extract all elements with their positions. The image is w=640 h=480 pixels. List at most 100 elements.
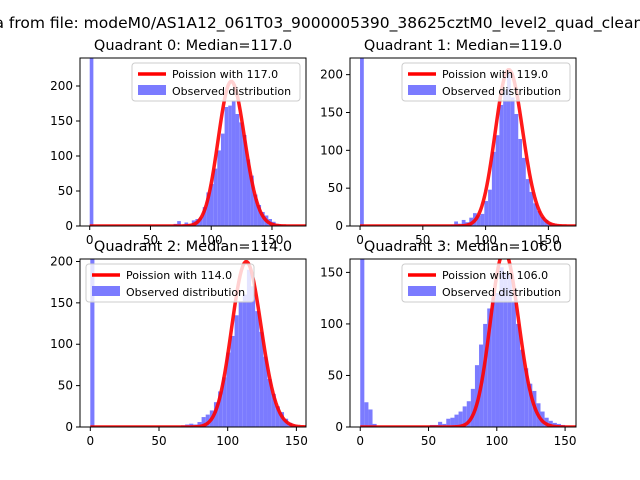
histogram-bar (255, 311, 260, 427)
histogram-bar (474, 365, 480, 427)
plot-area (359, 58, 576, 226)
x-tick-label: 0 (356, 434, 364, 448)
histogram-bar (487, 308, 492, 427)
histogram-bar (275, 406, 280, 427)
histogram-bar (499, 104, 504, 226)
legend-poisson-label: Poission with 114.0 (126, 269, 232, 282)
histogram-bar (250, 175, 254, 226)
histogram-bar (470, 388, 475, 427)
subplot-title: Quadrant 2: Median=114.0 (94, 239, 292, 255)
x-tick-label: 150 (261, 233, 284, 247)
x-tick-label: 150 (285, 434, 308, 448)
histogram-bar (197, 422, 202, 427)
histogram-bar (202, 207, 207, 226)
histogram-bar (177, 221, 181, 226)
legend-box (401, 263, 571, 303)
histogram-bar (476, 215, 481, 226)
y-tick-label: 50 (58, 379, 73, 393)
histogram-bar (242, 135, 247, 226)
histogram-bar (491, 298, 496, 427)
histogram-bar (515, 323, 521, 427)
legend-observed-swatch (92, 286, 120, 296)
histogram-bar (246, 159, 251, 226)
y-tick-label: 100 (320, 317, 343, 331)
x-tick-label: 150 (537, 233, 560, 247)
histogram-bar (90, 259, 95, 427)
legend-observed-label: Observed distribution (126, 286, 245, 299)
y-tick-label: 150 (320, 265, 343, 279)
histogram-bar (483, 323, 488, 427)
histogram-bar (458, 411, 463, 427)
y-tick-label: 100 (50, 149, 73, 163)
subplot-quadrant-0: Quadrant 0: Median=117.0 0 50 100 150 0 50 100 1… (50, 38, 307, 247)
histogram-bar (548, 420, 553, 427)
y-tick-label: 0 (65, 420, 73, 434)
histogram-bar (231, 101, 236, 226)
histogram-bar (461, 219, 466, 226)
legend: Poission with 114.0 Observed distribution (85, 263, 255, 303)
legend-observed-label: Observed distribution (442, 286, 561, 299)
subplot-quadrant-2: Quadrant 2: Median=114.0 0 50 100 150 0 50 100 1… (50, 239, 308, 448)
histogram-bar (213, 168, 218, 226)
histogram-bar (364, 402, 369, 427)
axes-frame (79, 57, 307, 227)
histogram-bar (226, 352, 231, 427)
histogram-bar (454, 221, 458, 226)
x-tick-label: 50 (421, 434, 436, 448)
histogram-bar (506, 73, 511, 226)
y-tick-label: 0 (335, 219, 343, 233)
subplot-quadrant-1: Quadrant 1: Median=119.0 0 50 100 150 0 50 100 1… (320, 38, 577, 247)
legend-box (85, 263, 255, 303)
histogram-bar (259, 331, 264, 427)
histogram-bar (510, 97, 515, 226)
subplot-quadrant-3: Quadrant 3: Median=106.0 0 50 100 150 0 50 100 1… (320, 239, 576, 448)
axes-frame (349, 57, 577, 227)
legend-observed-label: Observed distribution (172, 85, 291, 98)
y-tick-label: 0 (65, 219, 73, 233)
y-tick-label: 200 (50, 79, 73, 93)
y-tick-label: 100 (50, 337, 73, 351)
histogram-bar (495, 293, 500, 427)
histogram-bar (228, 105, 232, 226)
y-tick-label: 200 (320, 68, 343, 82)
y-tick-label: 150 (320, 105, 343, 119)
histogram-bar (446, 418, 451, 427)
histogram-bar (511, 301, 516, 427)
histogram-bar (251, 286, 256, 427)
subplot-grid: Quadrant 0: Median=117.0 0 50 100 150 0 50 100 1… (50, 38, 576, 448)
histogram-bar (263, 356, 268, 427)
histogram-bar (450, 417, 455, 427)
histogram-bar (238, 301, 243, 427)
histogram-bar (360, 58, 364, 226)
histogram-bar (222, 377, 227, 427)
histogram-bar (213, 402, 219, 427)
y-tick-label: 100 (320, 143, 343, 157)
x-tick-label: 50 (143, 233, 158, 247)
histogram-bar (89, 58, 94, 226)
histogram-bar (507, 274, 512, 427)
histogram-bar (239, 122, 243, 226)
legend-observed-swatch (408, 286, 436, 296)
histogram-bar (230, 335, 235, 427)
histogram-bar (503, 89, 507, 226)
x-tick-label: 100 (200, 233, 223, 247)
y-tick-label: 150 (50, 114, 73, 128)
histogram-bar (235, 114, 240, 226)
histogram-bar (540, 216, 545, 226)
histogram-bar (488, 189, 492, 226)
legend: Poission with 106.0 Observed distribution (401, 263, 571, 303)
y-tick-label: 50 (328, 181, 343, 195)
histogram-bar (462, 406, 467, 427)
histogram-bar (224, 107, 229, 226)
histogram-bar (533, 203, 538, 226)
x-tick-label: 0 (356, 233, 364, 247)
histogram-bar (242, 294, 247, 427)
figure-suptitle: Data from file: modeM0/AS1A12_061T03_900… (0, 14, 640, 33)
y-tick-label: 50 (328, 368, 343, 382)
y-tick-label: 200 (50, 254, 73, 268)
histogram-bar (520, 349, 525, 427)
legend-poisson-label: Poission with 106.0 (442, 269, 548, 282)
legend-observed-swatch (138, 85, 166, 95)
x-tick-label: 0 (86, 434, 94, 448)
axes-frame (349, 258, 577, 428)
